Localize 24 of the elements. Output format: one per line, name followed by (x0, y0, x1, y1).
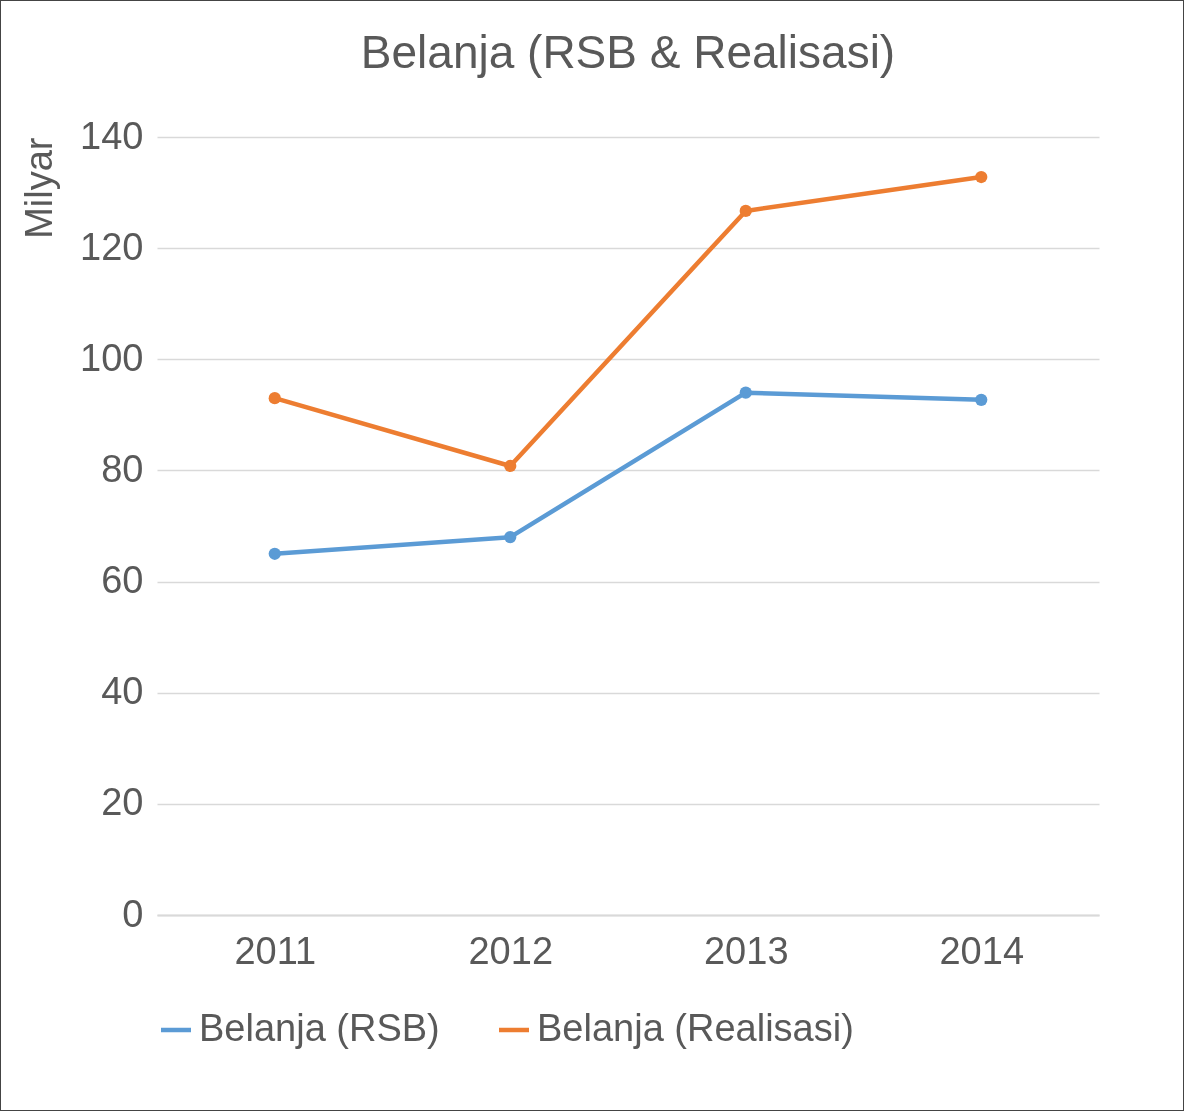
point (268, 547, 281, 560)
y-tick-label: 0 (122, 892, 144, 935)
point (504, 459, 517, 473)
point (504, 531, 517, 544)
x-tick-label: 2013 (703, 929, 789, 972)
point (975, 170, 988, 184)
point (739, 204, 752, 218)
y-tick-label: 20 (101, 781, 144, 824)
x-tick-label: 2011 (234, 929, 317, 972)
y-axis-title: Milyar (18, 137, 61, 239)
point (975, 393, 988, 406)
y-tick-label: 100 (80, 336, 144, 379)
x-tick-label: 2014 (939, 929, 1025, 972)
y-tick-label: 120 (80, 225, 144, 268)
legend-label: Belanja (Realisasi) (537, 1007, 854, 1049)
y-tick-label: 140 (80, 114, 144, 157)
chart-title: Belanja (RSB & Realisasi) (360, 26, 896, 78)
legend-label: Belanja (RSB) (199, 1007, 440, 1049)
point (739, 386, 752, 399)
point (268, 392, 281, 405)
y-tick-label: 60 (101, 559, 144, 602)
x-tick-label: 2012 (468, 929, 554, 972)
y-tick-label: 40 (101, 670, 144, 713)
y-tick-label: 80 (101, 447, 144, 490)
